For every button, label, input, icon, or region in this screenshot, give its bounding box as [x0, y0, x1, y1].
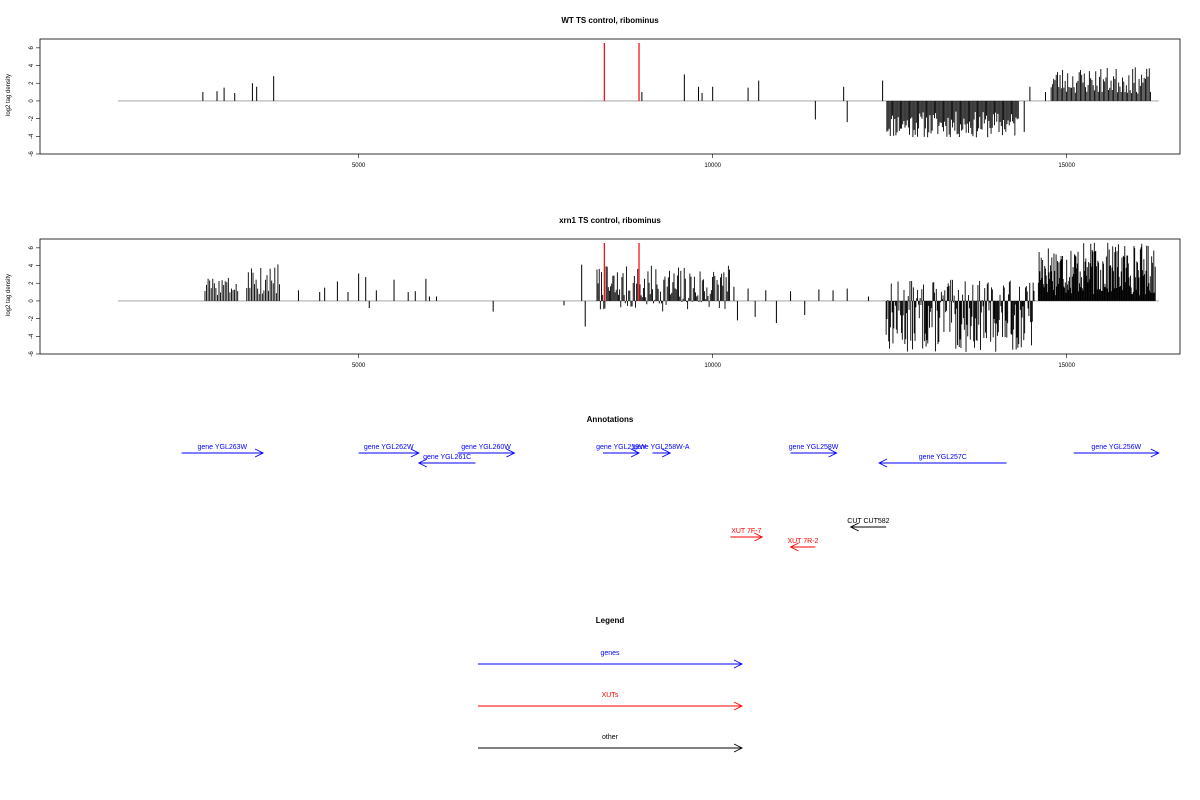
annotation-feature: gene YGL262W: [358, 444, 420, 458]
annotation-label: CUT CUT582: [847, 518, 889, 525]
legend-entry: genes: [478, 650, 744, 669]
arrow-head-icon: [254, 448, 265, 458]
arrow-head-icon: [733, 743, 744, 753]
annotations-title: Annotations: [587, 415, 634, 424]
arrow-head-icon: [733, 659, 744, 669]
annotation-feature: CUT CUT582: [847, 518, 890, 532]
legend-label: genes: [600, 650, 620, 657]
wt-panel-title: WT TS control, ribominus: [561, 16, 659, 25]
annotation-feature: gene YGL259W: [596, 444, 646, 458]
annotation-feature: gene YGL263W: [181, 444, 265, 458]
annotation-feature: gene YGL260W: [457, 444, 516, 458]
arrow-head-icon: [849, 522, 859, 532]
y-tick-label: -4: [29, 333, 35, 339]
legend-label: other: [602, 734, 619, 741]
annotation-feature: gene YGL257C: [878, 454, 1007, 468]
arrow-head-icon: [410, 448, 420, 458]
arrow-head-icon: [1150, 448, 1160, 458]
y-tick-label: 0: [29, 299, 35, 303]
y-tick-label: 2: [29, 81, 35, 85]
annotation-feature: gene YGL256W: [1073, 444, 1160, 458]
y-tick-label: -4: [29, 133, 35, 139]
arrow-head-icon: [506, 448, 516, 458]
arrow-head-icon: [878, 458, 888, 468]
xrn1-coverage-panel: xrn1 TS control, ribominus log2 tag dens…: [6, 216, 1181, 369]
arrow-head-icon: [661, 448, 672, 458]
arrow-head-icon: [417, 458, 428, 468]
y-tick-label: 2: [29, 281, 35, 285]
legend: Legend genes XUTs other: [478, 616, 744, 753]
y-tick-label: 4: [29, 263, 35, 267]
annotation-feature: gene YGL261C: [417, 454, 476, 468]
annotation-label: gene YGL261C: [423, 454, 471, 461]
arrow-head-icon: [828, 448, 838, 458]
arrow-head-icon: [630, 448, 641, 458]
annotations-track: Annotations gene YGL263W gene YGL262W gene…: [181, 415, 1160, 552]
x-tick-label: 5000: [352, 363, 366, 369]
x-tick-label: 10000: [704, 363, 721, 369]
annotation-label: XUT 7R-2: [787, 538, 818, 545]
x-tick-label: 15000: [1058, 163, 1075, 169]
arrow-head-icon: [754, 532, 764, 542]
annotation-label: XUT 7F-7: [731, 528, 761, 535]
y-tick-label: -2: [29, 115, 35, 121]
annotation-label: gene YGL258W: [789, 444, 839, 451]
legend-entry: other: [478, 734, 744, 753]
annotation-label: gene YGL262W: [364, 444, 414, 451]
annotation-label: gene YGL257C: [919, 454, 967, 461]
xrn1-panel-title: xrn1 TS control, ribominus: [559, 216, 661, 225]
y-tick-label: -6: [29, 151, 35, 157]
wt-coverage-panel: WT TS control, ribominus log2 tag densit…: [6, 16, 1181, 169]
wt-plot-frame: [39, 38, 1181, 155]
legend-title: Legend: [596, 616, 625, 625]
legend-label: XUTs: [602, 692, 619, 699]
annotation-feature: XUT 7R-2: [787, 538, 819, 552]
y-tick-label: 6: [29, 246, 35, 250]
wt-y-axis-label: log2 tag density: [6, 74, 12, 116]
annotation-label: gene YGL263W: [197, 444, 247, 451]
x-tick-label: 10000: [704, 163, 721, 169]
arrow-head-icon: [789, 542, 799, 552]
y-tick-label: 0: [29, 99, 35, 103]
legend-entry: XUTs: [478, 692, 744, 711]
annotation-label: gene YGL258W-A: [633, 444, 690, 451]
arrow-head-icon: [733, 701, 744, 711]
annotation-feature: gene YGL258W: [789, 444, 839, 458]
x-tick-label: 5000: [352, 163, 366, 169]
y-tick-label: 4: [29, 63, 35, 67]
annotation-label: gene YGL259W: [596, 444, 646, 451]
annotation-feature: gene YGL258W-A: [633, 444, 690, 458]
y-tick-label: 6: [29, 46, 35, 50]
annotation-label: gene YGL260W: [461, 444, 511, 451]
xrn1-plot-frame: [39, 238, 1181, 355]
y-tick-label: -6: [29, 351, 35, 357]
y-tick-label: -2: [29, 315, 35, 321]
x-tick-label: 15000: [1058, 363, 1075, 369]
xrn1-y-axis-label: log2 tag density: [6, 274, 12, 316]
annotation-label: gene YGL256W: [1091, 444, 1141, 451]
annotation-feature: XUT 7F-7: [730, 528, 764, 542]
